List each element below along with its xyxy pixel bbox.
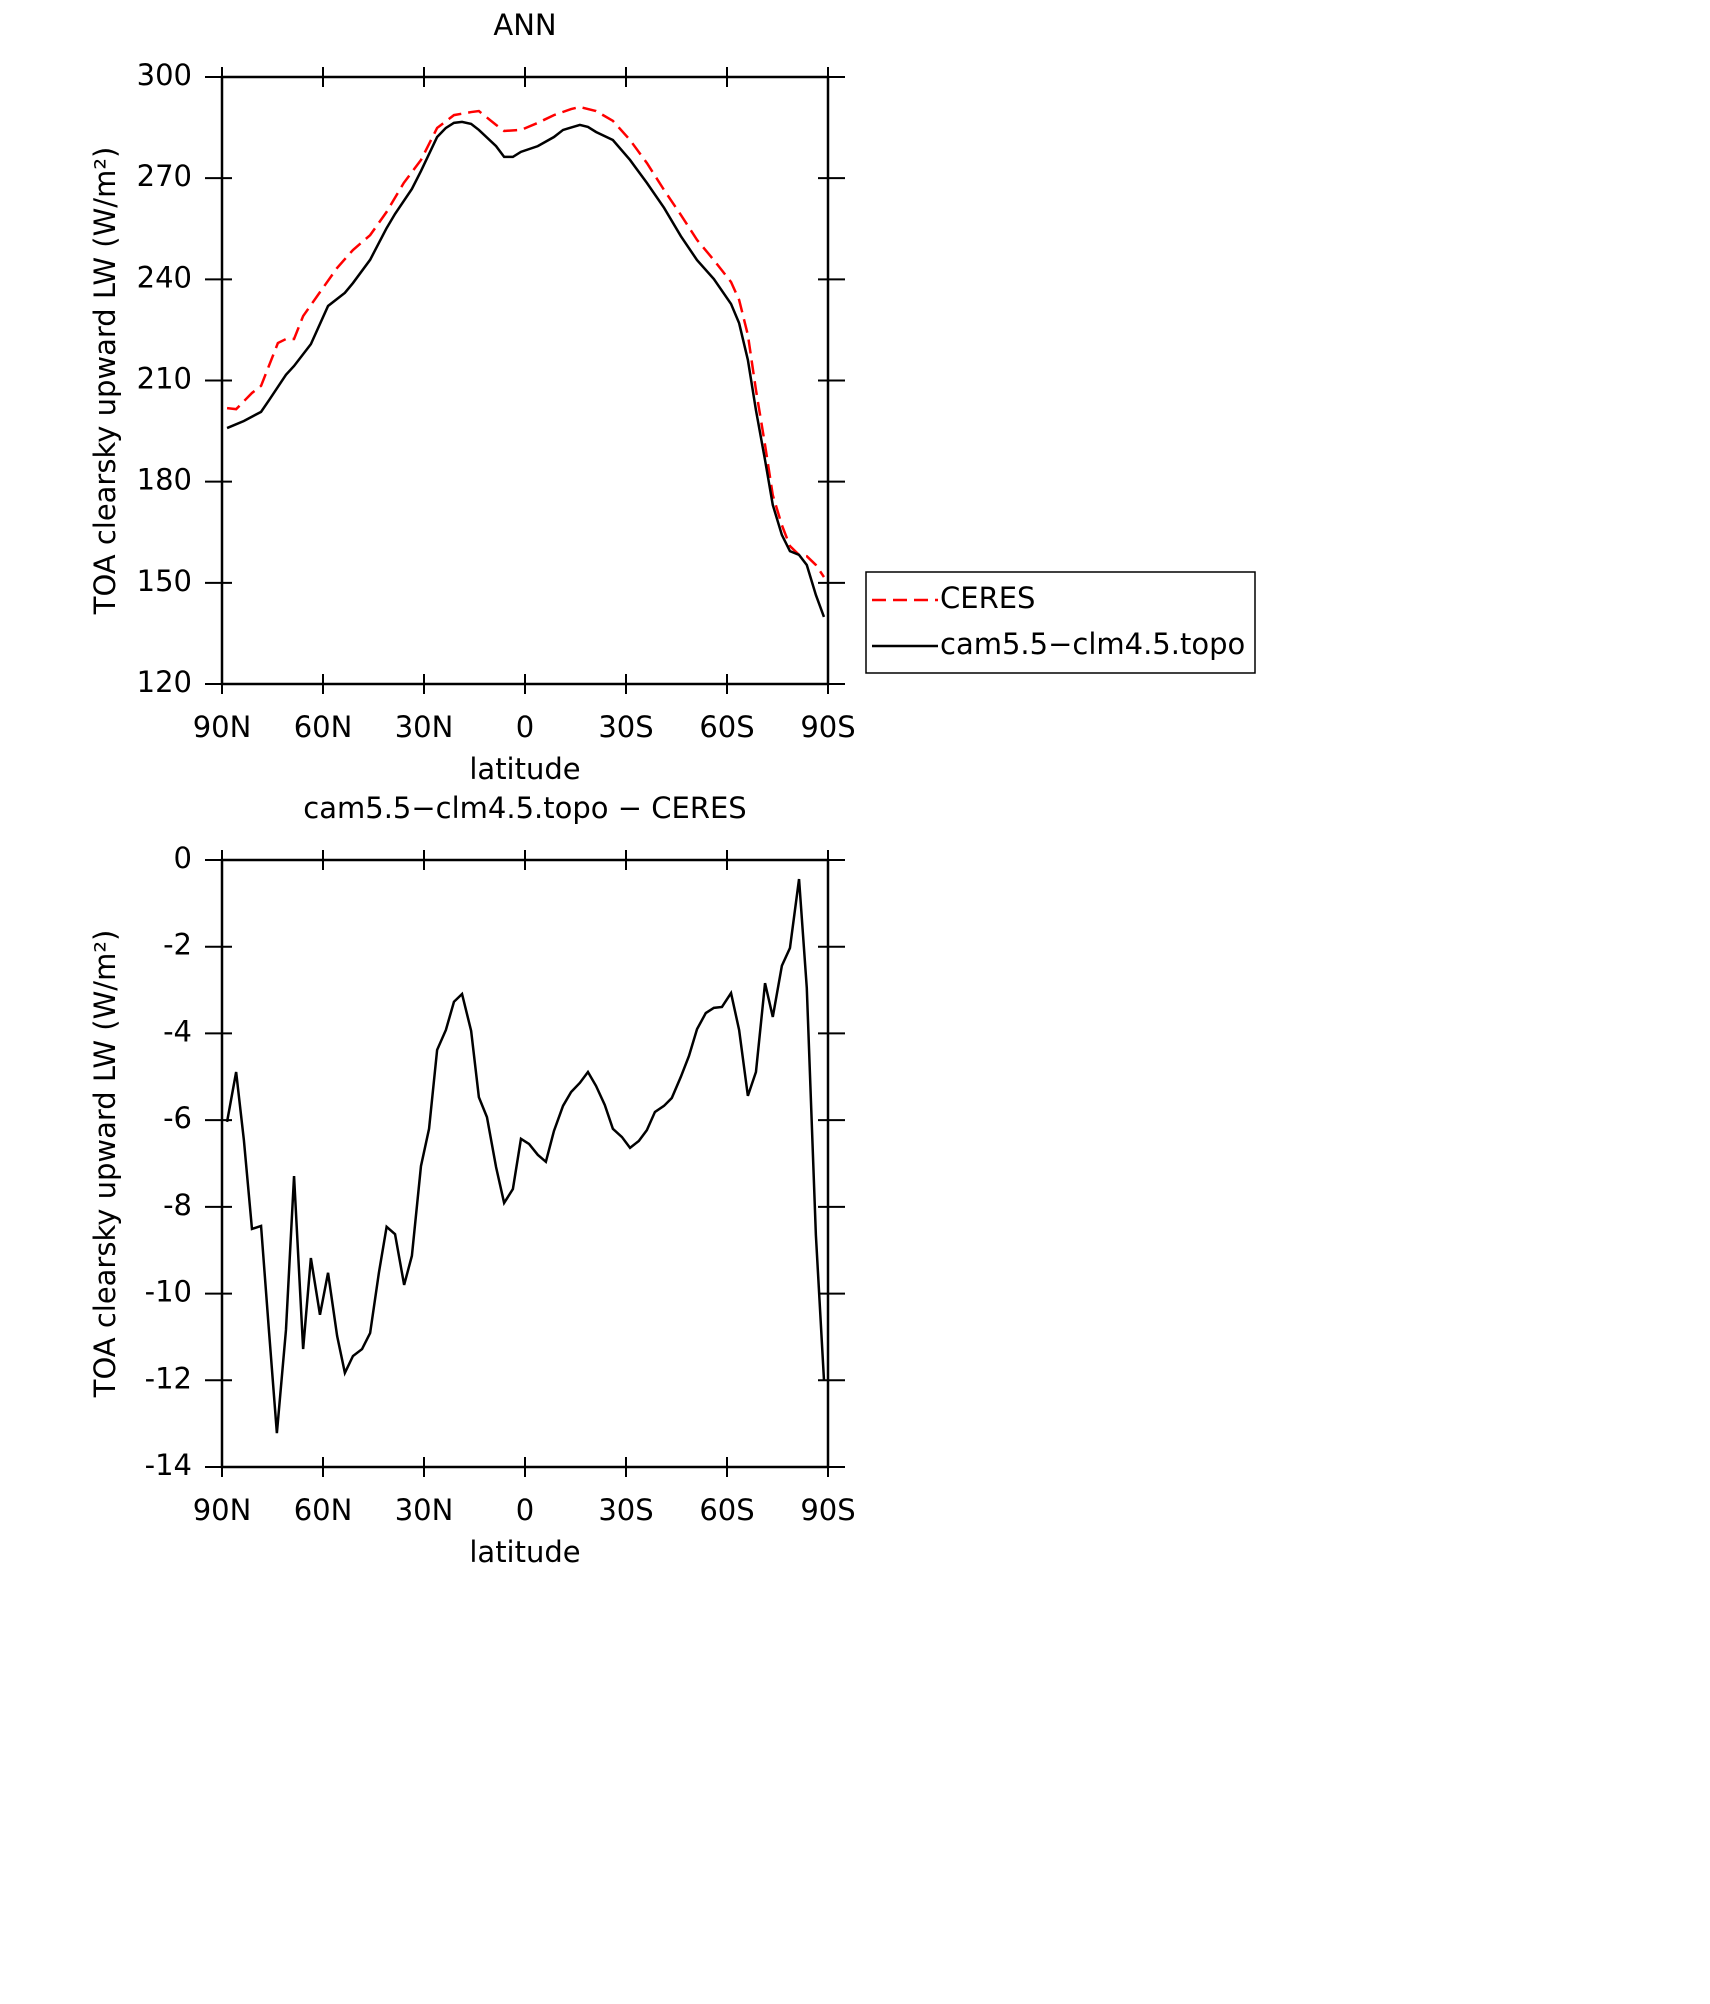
- x-tick-label: 30N: [395, 1493, 454, 1527]
- chart-title: cam5.5−clm4.5.topo − CERES: [303, 791, 746, 825]
- x-tick-label: 30S: [598, 1493, 653, 1527]
- y-tick-label: -14: [145, 1448, 192, 1482]
- y-tick-label: -4: [163, 1014, 192, 1048]
- y-tick-label: -2: [163, 928, 192, 962]
- data-line: [225, 878, 826, 1434]
- x-tick-label: 90N: [193, 1493, 252, 1527]
- y-tick-label: -12: [145, 1361, 192, 1395]
- x-tick-label: 60N: [294, 1493, 353, 1527]
- x-axis-label: latitude: [469, 1535, 580, 1569]
- y-tick-label: -6: [163, 1101, 192, 1135]
- legend-label: CERES: [940, 581, 1035, 615]
- y-tick-label: 120: [137, 665, 192, 699]
- y-tick-label: 270: [137, 159, 192, 193]
- y-tick-label: 210: [137, 362, 192, 396]
- x-tick-label: 0: [516, 710, 534, 744]
- x-axis-label: latitude: [469, 752, 580, 786]
- x-tick-label: 90S: [800, 710, 855, 744]
- x-tick-label: 60S: [699, 710, 754, 744]
- data-line: [226, 105, 826, 578]
- x-tick-label: 0: [516, 1493, 534, 1527]
- y-tick-label: 180: [137, 463, 192, 497]
- y-axis-label: TOA clearsky upward LW (W/m²): [88, 930, 122, 1399]
- y-tick-label: 240: [137, 260, 192, 294]
- x-tick-label: 90N: [193, 710, 252, 744]
- x-tick-label: 90S: [800, 1493, 855, 1527]
- plot-frame: [220, 858, 830, 1469]
- y-tick-label: 150: [137, 564, 192, 598]
- data-line: [226, 120, 826, 618]
- x-tick-label: 30N: [395, 710, 454, 744]
- y-axis-label: TOA clearsky upward LW (W/m²): [88, 147, 122, 616]
- y-tick-label: -10: [145, 1275, 192, 1309]
- x-tick-label: 60N: [294, 710, 353, 744]
- legend-label: cam5.5−clm4.5.topo: [940, 627, 1245, 661]
- x-tick-label: 30S: [598, 710, 653, 744]
- legend-box: [865, 571, 1256, 674]
- x-tick-label: 60S: [699, 1493, 754, 1527]
- y-tick-label: 0: [174, 841, 192, 875]
- y-tick-label: 300: [137, 58, 192, 92]
- y-tick-label: -8: [163, 1188, 192, 1222]
- chart-title: ANN: [493, 8, 556, 42]
- plot-frame: [220, 75, 830, 686]
